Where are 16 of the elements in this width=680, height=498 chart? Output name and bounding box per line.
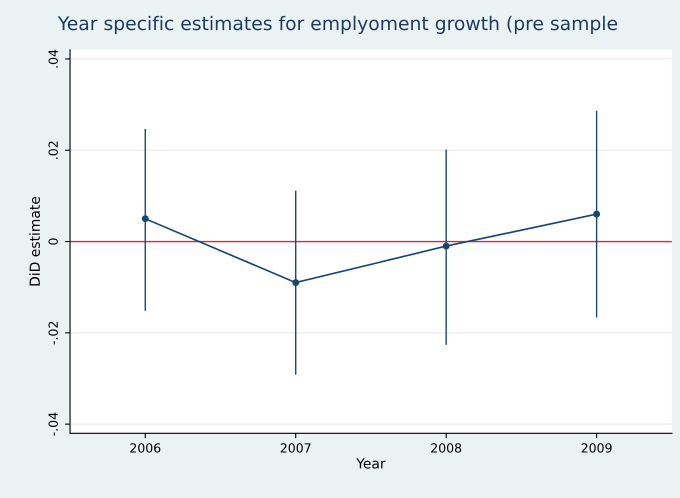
- chart-title: Year specific estimates for emplyoment growth (pre sample: [58, 16, 618, 34]
- x-axis-title: Year: [356, 458, 386, 469]
- point: [442, 242, 450, 250]
- y-tick-label: -.04: [48, 412, 58, 436]
- point: [142, 215, 149, 222]
- x-tick-label: 2006: [130, 443, 160, 453]
- y-tick-label: -.02: [48, 322, 58, 344]
- x-tick-label: 2007: [280, 443, 311, 453]
- y-tick-label: 0: [48, 238, 58, 245]
- x-tick-label: 2008: [431, 443, 462, 453]
- x-tick-label: 2009: [582, 443, 612, 453]
- y-tick-label: .04: [48, 50, 58, 68]
- point: [593, 210, 600, 218]
- point: [292, 279, 300, 286]
- y-tick-label: .02: [48, 142, 58, 159]
- y-axis-title: DiD estimate: [29, 196, 40, 286]
